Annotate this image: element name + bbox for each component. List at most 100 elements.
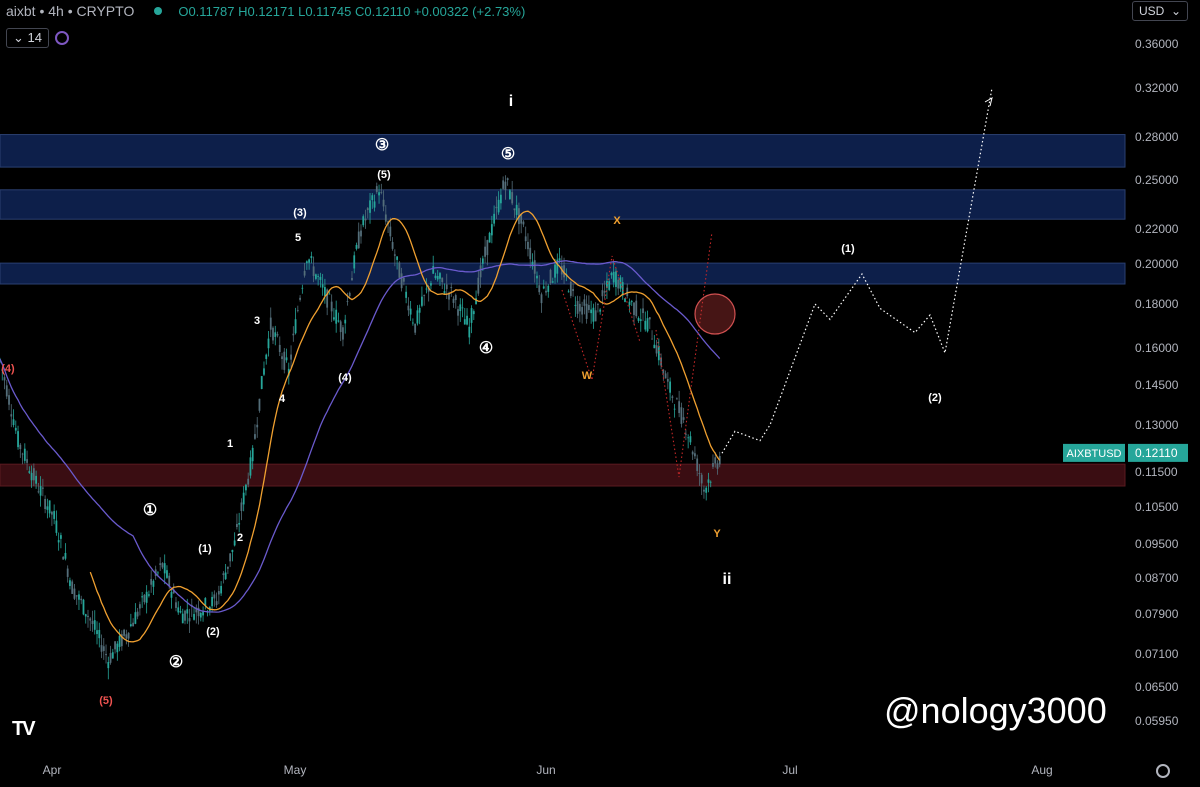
candle-body	[513, 208, 516, 211]
candle-body	[556, 259, 559, 274]
candle-body	[256, 424, 259, 428]
candle-body	[696, 458, 699, 471]
candle-body	[430, 283, 432, 286]
wave-label: ②	[169, 654, 183, 671]
candle-body	[278, 344, 281, 353]
candle-body	[463, 319, 466, 325]
candle-body	[150, 578, 153, 585]
candle-body	[637, 318, 640, 321]
candle-body	[468, 326, 471, 338]
candle-body	[504, 181, 507, 190]
candle-body	[148, 594, 150, 596]
candle-body	[680, 407, 683, 424]
candle-body	[186, 609, 189, 614]
candle-body	[606, 280, 608, 288]
candle-body	[301, 287, 304, 289]
candle-body	[161, 563, 164, 568]
candle-body	[175, 602, 177, 608]
candle-body	[554, 264, 556, 278]
candle-body	[132, 622, 135, 627]
candle-body	[454, 295, 457, 301]
candle-body	[118, 635, 121, 647]
candle-body	[215, 601, 218, 606]
candle-body	[310, 256, 313, 259]
candle-body	[129, 624, 132, 627]
candle-body	[673, 408, 676, 410]
x-tick-label: Apr	[43, 763, 62, 777]
wave-label: (1)	[198, 543, 212, 555]
candle-body	[75, 595, 78, 597]
candle-body	[64, 552, 67, 559]
candle-body	[193, 614, 195, 620]
candle-body	[434, 275, 437, 279]
candle-body	[551, 281, 554, 283]
candle-body	[238, 523, 241, 525]
market-status-icon	[154, 7, 163, 15]
candle-body	[3, 377, 6, 381]
y-tick-label: 0.08700	[1135, 571, 1179, 585]
candle-body	[143, 594, 146, 603]
candle-body	[344, 319, 347, 324]
candle-body	[357, 231, 360, 249]
y-tick-label: 0.07100	[1135, 647, 1179, 661]
candle-body	[317, 276, 320, 277]
candle-body	[177, 607, 180, 613]
candle-body	[197, 607, 200, 617]
candle-body	[326, 289, 329, 308]
candle-body	[540, 294, 543, 304]
y-tick-label: 0.22000	[1135, 222, 1179, 236]
candle-body	[55, 520, 58, 533]
candle-body	[402, 278, 405, 282]
candle-body	[213, 594, 216, 599]
candle-body	[10, 414, 13, 417]
author-watermark: @nology3000	[884, 690, 1107, 731]
candle-body	[272, 327, 274, 341]
candle-body	[276, 334, 279, 336]
candle-body	[470, 308, 473, 323]
candle-body	[481, 258, 484, 264]
candle-body	[62, 556, 65, 560]
candle-body	[675, 398, 678, 400]
candle-body	[260, 376, 263, 389]
candle-body	[109, 653, 112, 663]
candle-body	[229, 553, 232, 562]
last-price-text: 0.12110	[1135, 446, 1178, 460]
candle-body	[91, 620, 94, 625]
candle-body	[265, 354, 268, 359]
candle-body	[655, 345, 658, 354]
candle-body	[572, 289, 574, 291]
x-tick-label: Aug	[1031, 763, 1052, 777]
candle-body	[484, 246, 486, 257]
candle-body	[251, 447, 254, 462]
candle-body	[23, 448, 26, 461]
wave-label: 3	[254, 315, 260, 327]
candle-body	[610, 272, 613, 276]
candle-body	[576, 301, 579, 314]
indicator-length[interactable]: ⌄ 14	[6, 28, 49, 48]
candle-body	[134, 612, 137, 624]
candle-body	[314, 274, 317, 279]
candle-body	[46, 506, 49, 510]
y-tick-label: 0.14500	[1135, 378, 1179, 392]
candle-body	[459, 304, 462, 312]
wave-label: ⑤	[501, 146, 515, 163]
candle-body	[522, 221, 525, 225]
symbol-title[interactable]: aixbt • 4h • CRYPTO	[6, 3, 135, 19]
settings-icon[interactable]	[1156, 764, 1170, 778]
wave-label: ①	[143, 502, 157, 519]
currency-select[interactable]: USD ⌄	[1132, 1, 1188, 21]
candle-body	[32, 468, 35, 481]
wave-label: (2)	[928, 392, 942, 404]
currency-value: USD	[1139, 4, 1165, 18]
candle-body	[477, 277, 480, 294]
candle-body	[263, 368, 265, 375]
candle-body	[599, 309, 602, 312]
candle-body	[558, 258, 561, 261]
candle-body	[414, 323, 417, 333]
candle-body	[120, 634, 123, 647]
candle-body	[597, 303, 599, 305]
candle-body	[324, 287, 326, 296]
wave-label: 5	[295, 232, 301, 244]
wave-label: Y	[713, 528, 721, 540]
